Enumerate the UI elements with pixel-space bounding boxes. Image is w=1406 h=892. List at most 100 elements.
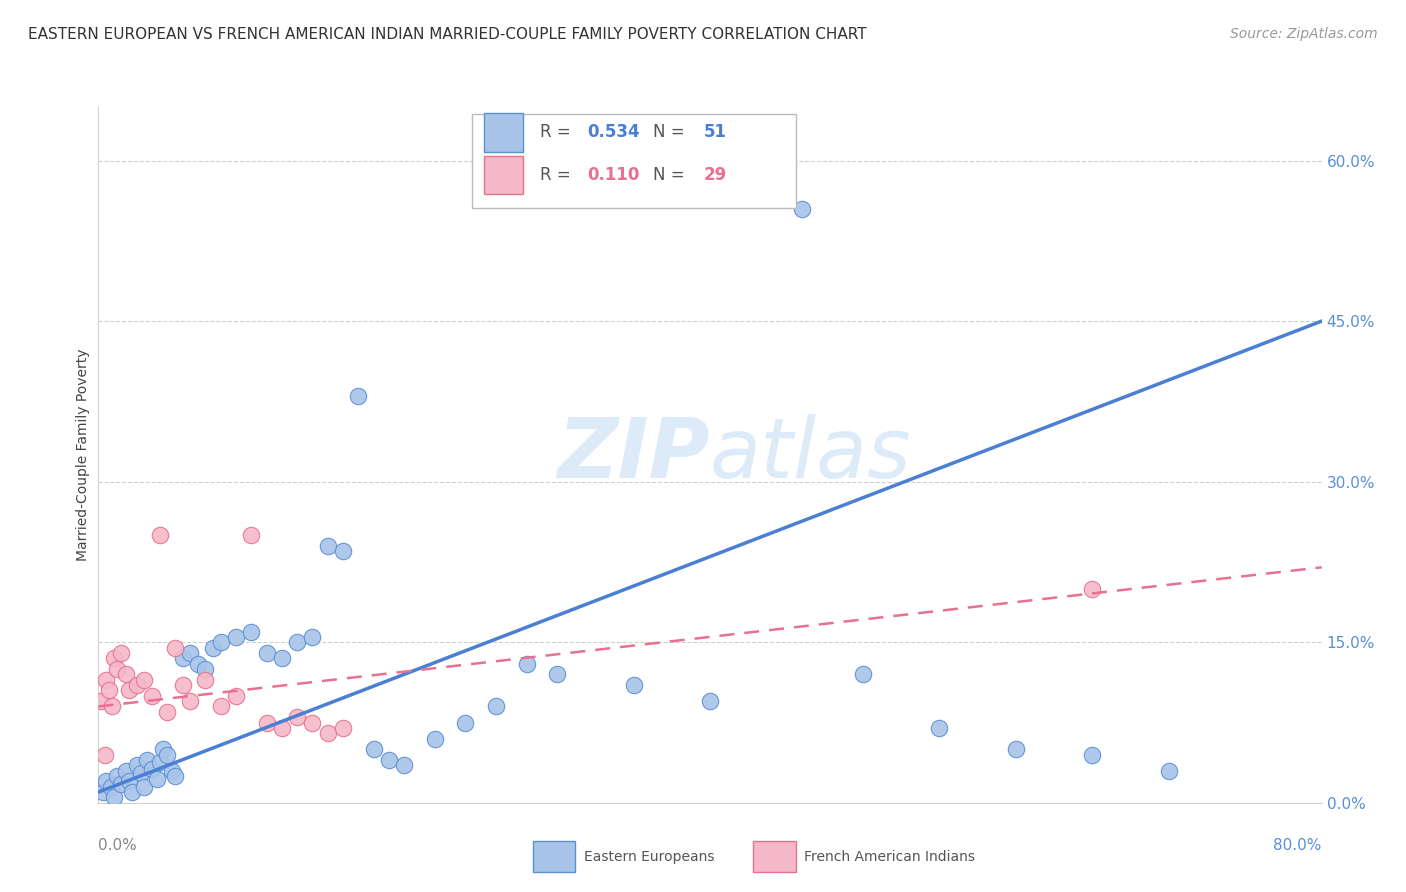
Point bbox=[179, 646, 201, 660]
Point bbox=[105, 662, 128, 676]
Point bbox=[209, 635, 232, 649]
Point bbox=[928, 721, 950, 735]
Text: 80.0%: 80.0% bbox=[1274, 838, 1322, 853]
Point bbox=[156, 747, 179, 762]
Text: Source: ZipAtlas.com: Source: ZipAtlas.com bbox=[1230, 27, 1378, 41]
Point bbox=[546, 667, 568, 681]
Point bbox=[485, 699, 508, 714]
Point bbox=[423, 731, 446, 746]
Text: Eastern Europeans: Eastern Europeans bbox=[583, 850, 714, 864]
Point bbox=[301, 715, 323, 730]
Point bbox=[699, 694, 721, 708]
Point bbox=[149, 755, 172, 769]
Point bbox=[163, 769, 186, 783]
FancyBboxPatch shape bbox=[484, 155, 523, 194]
Point bbox=[225, 689, 247, 703]
Point bbox=[209, 699, 232, 714]
Point bbox=[194, 673, 217, 687]
Point bbox=[285, 635, 308, 649]
Point bbox=[91, 785, 114, 799]
Point bbox=[316, 539, 339, 553]
Point bbox=[454, 715, 477, 730]
Point bbox=[172, 678, 194, 692]
Point bbox=[623, 678, 645, 692]
Point bbox=[136, 753, 159, 767]
Point bbox=[129, 765, 152, 780]
Point bbox=[790, 202, 813, 216]
Point bbox=[363, 742, 385, 756]
Point bbox=[115, 764, 138, 778]
Point bbox=[156, 705, 179, 719]
Point bbox=[125, 758, 148, 772]
Point bbox=[270, 721, 294, 735]
Point bbox=[301, 630, 323, 644]
Point bbox=[240, 624, 263, 639]
Point bbox=[110, 776, 132, 790]
Point bbox=[110, 646, 132, 660]
FancyBboxPatch shape bbox=[533, 841, 575, 872]
Text: 51: 51 bbox=[704, 123, 727, 142]
Point bbox=[392, 758, 416, 772]
FancyBboxPatch shape bbox=[752, 841, 796, 872]
Text: French American Indians: French American Indians bbox=[804, 850, 976, 864]
Point bbox=[105, 769, 128, 783]
Point bbox=[125, 678, 148, 692]
Point bbox=[90, 694, 112, 708]
Point bbox=[115, 667, 138, 681]
Point bbox=[852, 667, 875, 681]
Point bbox=[134, 780, 156, 794]
FancyBboxPatch shape bbox=[471, 114, 796, 208]
Point bbox=[240, 528, 263, 542]
Point bbox=[332, 721, 354, 735]
Point bbox=[163, 640, 186, 655]
Point bbox=[121, 785, 143, 799]
Point bbox=[256, 715, 278, 730]
Point bbox=[285, 710, 308, 724]
Text: EASTERN EUROPEAN VS FRENCH AMERICAN INDIAN MARRIED-COUPLE FAMILY POVERTY CORRELA: EASTERN EUROPEAN VS FRENCH AMERICAN INDI… bbox=[28, 27, 866, 42]
Point bbox=[194, 662, 217, 676]
Point bbox=[118, 683, 141, 698]
Text: 0.110: 0.110 bbox=[588, 166, 640, 184]
Text: N =: N = bbox=[652, 123, 685, 142]
Text: atlas: atlas bbox=[710, 415, 911, 495]
Text: 0.534: 0.534 bbox=[588, 123, 640, 142]
Text: N =: N = bbox=[652, 166, 685, 184]
Text: 0.0%: 0.0% bbox=[98, 838, 138, 853]
Point bbox=[118, 774, 141, 789]
Point bbox=[1081, 582, 1104, 596]
Point bbox=[134, 673, 156, 687]
Text: ZIP: ZIP bbox=[557, 415, 710, 495]
Point bbox=[187, 657, 209, 671]
Point bbox=[225, 630, 247, 644]
Point bbox=[1004, 742, 1026, 756]
Point bbox=[94, 774, 117, 789]
Point bbox=[141, 762, 163, 776]
Point bbox=[347, 389, 370, 403]
Point bbox=[93, 747, 115, 762]
Y-axis label: Married-Couple Family Poverty: Married-Couple Family Poverty bbox=[76, 349, 90, 561]
Text: R =: R = bbox=[540, 123, 571, 142]
Point bbox=[172, 651, 194, 665]
Point bbox=[256, 646, 278, 660]
FancyBboxPatch shape bbox=[484, 113, 523, 152]
Point bbox=[100, 780, 122, 794]
Point bbox=[152, 742, 174, 756]
Point bbox=[378, 753, 401, 767]
Point bbox=[179, 694, 201, 708]
Point bbox=[202, 640, 225, 655]
Text: R =: R = bbox=[540, 166, 571, 184]
Point bbox=[101, 699, 124, 714]
Point bbox=[103, 651, 125, 665]
Point bbox=[141, 689, 163, 703]
Point bbox=[160, 764, 183, 778]
Point bbox=[270, 651, 294, 665]
Point bbox=[145, 772, 167, 787]
Point bbox=[332, 544, 354, 558]
Point bbox=[94, 673, 117, 687]
Point bbox=[1157, 764, 1180, 778]
Point bbox=[516, 657, 538, 671]
Point bbox=[98, 683, 121, 698]
Point bbox=[103, 790, 125, 805]
Text: 29: 29 bbox=[704, 166, 727, 184]
Point bbox=[316, 726, 339, 740]
